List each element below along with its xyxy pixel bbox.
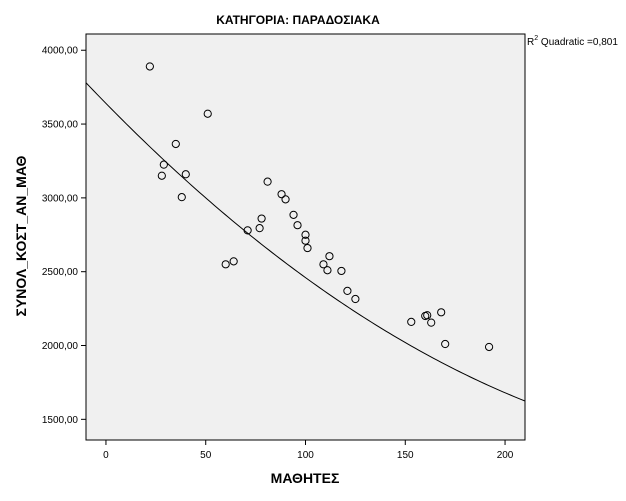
scatter-point xyxy=(157,171,166,180)
scatter-point xyxy=(343,286,352,295)
scatter-point xyxy=(243,226,252,235)
x-tick-label: 0 xyxy=(103,450,109,461)
scatter-point xyxy=(441,339,450,349)
y-tick-label: 3000,00 xyxy=(42,193,79,204)
scatter-point xyxy=(323,266,332,275)
scatter-point xyxy=(177,193,186,202)
scatter-point xyxy=(293,221,302,230)
x-tick-label: 50 xyxy=(200,450,212,461)
fit-line-group xyxy=(85,82,526,402)
scatter-point xyxy=(427,318,436,327)
x-tick-label: 100 xyxy=(297,450,314,461)
scatter-point xyxy=(421,311,430,321)
y-tick-label: 4000,00 xyxy=(42,46,79,57)
scatter-point xyxy=(351,294,360,304)
scatter-point xyxy=(203,109,212,118)
y-tick-label: 1500,00 xyxy=(42,415,79,426)
chart-title: ΚΑΤΗΓΟΡΙΑ: ΠΑΡΑΔΟΣΙΑΚΑ xyxy=(216,13,380,27)
scatter-point xyxy=(281,195,290,204)
y-tick-label: 2000,00 xyxy=(42,341,79,352)
x-tick-label: 150 xyxy=(397,450,414,461)
x-axis-label: ΜΑΘΗΤΕΣ xyxy=(271,470,340,486)
scatter-point xyxy=(325,252,334,261)
scatter-point xyxy=(255,224,264,233)
scatter-point xyxy=(159,160,168,169)
scatter-point xyxy=(407,317,416,326)
r-squared-superscript: 2 xyxy=(534,35,538,42)
y-tick-label: 3500,00 xyxy=(42,120,79,131)
scatter-point xyxy=(289,210,298,219)
scatter-point xyxy=(221,260,230,269)
x-tick-label: 200 xyxy=(497,450,514,461)
y-axis-label: ΣΥΝΟΛ_ΚΟΣΤ_ΑΝ_ΜΑΘ xyxy=(13,155,29,316)
scatter-point xyxy=(319,260,328,269)
y-axis: 1500,00 2000,00 2500,00 3000,00 3500,00 4000,… xyxy=(42,46,86,426)
scatter-point xyxy=(171,139,180,149)
scatter-point xyxy=(263,177,272,186)
scatter-point xyxy=(337,266,346,276)
x-axis: 0 50 100 150 200 xyxy=(103,440,514,461)
quadratic-fit-line xyxy=(85,82,526,402)
data-points xyxy=(145,62,494,352)
scatter-point xyxy=(301,230,310,239)
scatter-point xyxy=(257,214,266,223)
scatter-point xyxy=(145,62,154,71)
r-squared-text: Quadratic =0,801 xyxy=(538,37,618,48)
y-tick-label: 2500,00 xyxy=(42,267,79,278)
scatter-point xyxy=(484,342,494,352)
scatter-point xyxy=(437,308,446,317)
scatter-point xyxy=(303,243,312,253)
scatter-point xyxy=(301,236,310,245)
r-squared-prefix: R xyxy=(527,37,534,48)
scatter-point xyxy=(277,190,286,199)
r-squared-annotation: R2 Quadratic =0,801 xyxy=(527,35,618,48)
scatter-point xyxy=(229,257,238,266)
scatter-point xyxy=(181,170,190,179)
